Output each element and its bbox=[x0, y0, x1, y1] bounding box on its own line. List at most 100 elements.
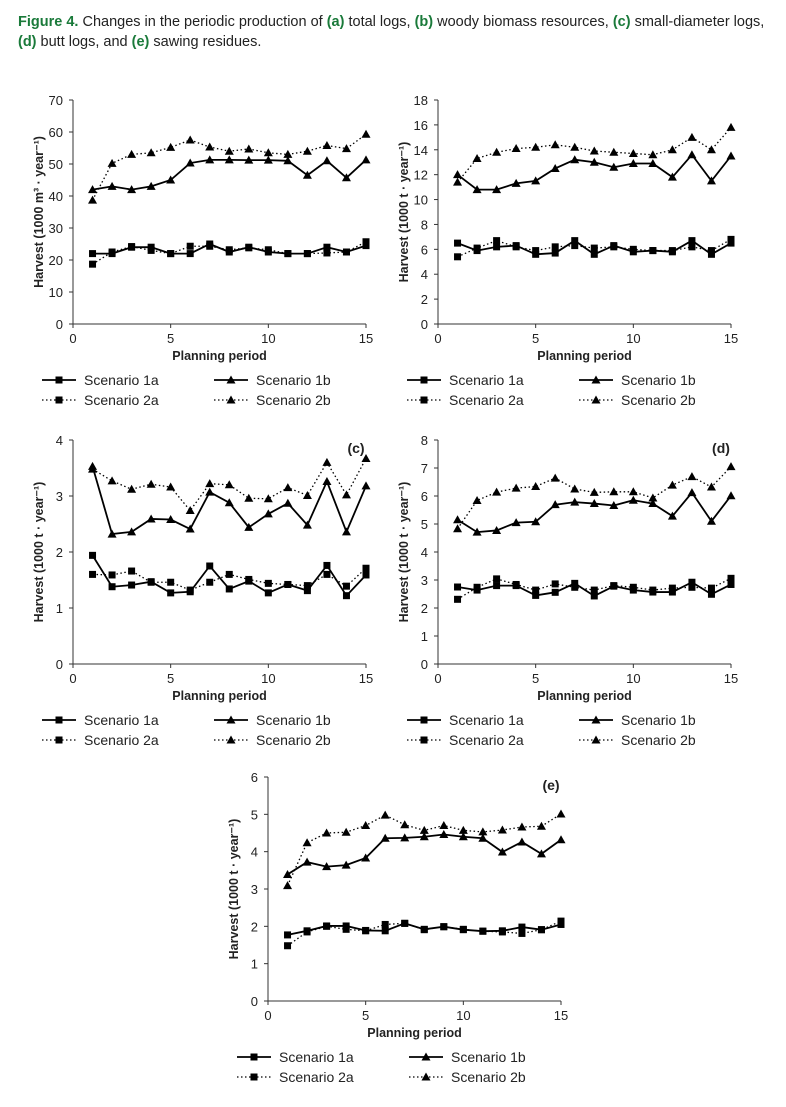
data-point bbox=[668, 588, 676, 596]
legend-label: Scenario 2a bbox=[84, 392, 159, 408]
legend-marker bbox=[55, 376, 63, 384]
x-tick-label: 5 bbox=[167, 671, 174, 686]
data-point bbox=[147, 578, 155, 586]
data-point bbox=[225, 246, 233, 254]
data-point bbox=[688, 237, 696, 245]
series-line bbox=[286, 813, 562, 886]
series-scenario-1b bbox=[88, 461, 371, 538]
data-point bbox=[550, 140, 560, 149]
legend-marker bbox=[250, 1053, 258, 1061]
legend-item: Scenario 1b bbox=[579, 372, 696, 388]
data-point bbox=[166, 142, 176, 151]
y-tick-label: 4 bbox=[56, 433, 63, 448]
y-tick-label: 16 bbox=[414, 118, 428, 133]
y-tick-label: 10 bbox=[49, 285, 63, 300]
legend-marker bbox=[591, 375, 601, 384]
data-point bbox=[649, 586, 657, 594]
data-point bbox=[667, 480, 677, 489]
legend-item: Scenario 2a bbox=[237, 1069, 354, 1085]
data-point bbox=[648, 493, 658, 502]
data-point bbox=[89, 551, 97, 559]
data-point bbox=[283, 156, 293, 165]
data-point bbox=[205, 487, 215, 496]
data-point bbox=[245, 575, 253, 583]
data-point bbox=[726, 122, 736, 131]
data-point bbox=[361, 821, 371, 830]
y-tick-label: 7 bbox=[421, 461, 428, 476]
data-point bbox=[610, 243, 618, 251]
legend-marker bbox=[55, 736, 63, 744]
data-point bbox=[589, 157, 599, 166]
data-point bbox=[283, 869, 293, 878]
y-tick-label: 1 bbox=[56, 601, 63, 616]
y-axis-title: Harvest (1000 m³ · year⁻¹) bbox=[32, 136, 46, 288]
data-point bbox=[628, 495, 638, 504]
data-point bbox=[570, 497, 580, 506]
data-point bbox=[361, 155, 371, 164]
panel-label: (c) bbox=[347, 440, 364, 456]
legend-marker bbox=[421, 1072, 431, 1081]
series-line bbox=[457, 238, 732, 258]
legend-label: Scenario 2b bbox=[621, 392, 696, 408]
data-point bbox=[89, 260, 97, 268]
x-tick-label: 0 bbox=[264, 1008, 271, 1023]
data-point bbox=[342, 592, 350, 600]
data-point bbox=[706, 145, 716, 154]
chart-panel-e: 0 1 2 3 4 5 6 0 5 10 15 Planning period Harvest (100… bbox=[225, 767, 595, 1092]
caption-ref-b: (b) bbox=[414, 14, 434, 30]
chart-e: 0 1 2 3 4 5 6 0 5 10 15 Planning period Harvest (100… bbox=[227, 770, 568, 1085]
data-point bbox=[439, 821, 449, 830]
x-tick-label: 0 bbox=[434, 671, 441, 686]
y-tick-label: 0 bbox=[421, 657, 428, 672]
data-point bbox=[303, 250, 311, 258]
series-line bbox=[457, 126, 732, 183]
x-tick-label: 10 bbox=[261, 331, 275, 346]
data-point bbox=[532, 247, 540, 255]
caption-text: butt logs, and bbox=[36, 34, 132, 50]
data-point bbox=[302, 170, 312, 179]
legend-item: Scenario 2a bbox=[42, 732, 159, 748]
data-point bbox=[609, 162, 619, 171]
data-point bbox=[362, 927, 370, 935]
data-point bbox=[493, 575, 501, 583]
data-point bbox=[128, 567, 136, 575]
data-point bbox=[323, 570, 331, 578]
caption-ref-d: (d) bbox=[18, 34, 37, 50]
data-point bbox=[381, 927, 389, 935]
data-point bbox=[570, 142, 580, 151]
data-point bbox=[667, 172, 677, 181]
data-point bbox=[667, 145, 677, 154]
data-point bbox=[127, 185, 137, 194]
legend-label: Scenario 1b bbox=[256, 712, 331, 728]
data-point bbox=[589, 146, 599, 155]
data-point bbox=[532, 250, 540, 258]
data-point bbox=[536, 849, 546, 858]
data-point bbox=[512, 243, 520, 251]
data-point bbox=[629, 245, 637, 253]
data-point bbox=[550, 473, 560, 482]
data-point bbox=[454, 253, 462, 261]
y-tick-label: 40 bbox=[49, 189, 63, 204]
x-tick-label: 10 bbox=[626, 331, 640, 346]
data-point bbox=[225, 585, 233, 593]
data-point bbox=[571, 242, 579, 250]
data-point bbox=[727, 574, 735, 582]
data-point bbox=[284, 580, 292, 588]
data-point bbox=[472, 495, 482, 504]
data-point bbox=[707, 584, 715, 592]
legend-label: Scenario 1a bbox=[84, 712, 159, 728]
legend-marker bbox=[591, 715, 601, 724]
data-point bbox=[206, 242, 214, 250]
data-point bbox=[323, 922, 331, 930]
data-point bbox=[205, 479, 215, 488]
data-point bbox=[245, 244, 253, 252]
caption-text: total logs, bbox=[344, 14, 415, 30]
legend-marker bbox=[226, 715, 236, 724]
y-axis-title: Harvest (1000 t · year⁻¹) bbox=[227, 819, 241, 960]
data-point bbox=[88, 185, 98, 194]
data-point bbox=[380, 833, 390, 842]
data-point bbox=[401, 919, 409, 927]
data-point bbox=[362, 238, 370, 246]
data-point bbox=[493, 243, 501, 251]
data-point bbox=[224, 155, 234, 164]
